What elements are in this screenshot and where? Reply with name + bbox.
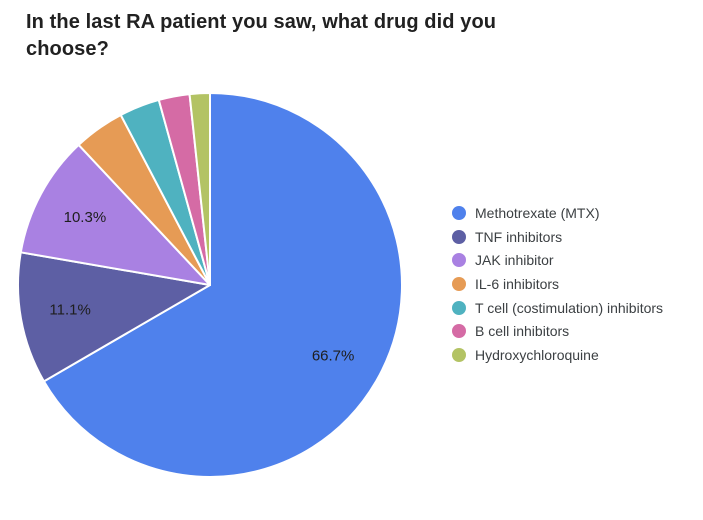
pie-slice-1	[42, 92, 403, 478]
legend-item-4: IL-6 inhibitors	[452, 272, 663, 296]
legend: Methotrexate (MTX) TNF inhibitors JAK inhi…	[452, 201, 663, 367]
legend-swatch-icon	[452, 253, 466, 268]
legend-swatch-icon	[452, 276, 466, 291]
legend-swatch-icon	[452, 205, 466, 220]
pie-slice-2	[16, 251, 211, 383]
legend-swatch-icon	[452, 300, 466, 315]
legend-item-5: T cell (costimulation) inhibitors	[452, 296, 663, 320]
slice-percent-label: 66.7%	[312, 347, 355, 364]
legend-swatch-icon	[452, 324, 466, 339]
legend-label: Hydroxychloroquine	[475, 346, 599, 363]
pie-slice-3	[19, 143, 211, 286]
legend-item-2: TNF inhibitors	[452, 225, 663, 249]
legend-label: T cell (costimulation) inhibitors	[475, 299, 664, 316]
slice-percent-label: 10.3%	[64, 209, 107, 226]
legend-item-7: Hydroxychloroquine	[452, 343, 663, 367]
chart-title: In the last RA patient you saw, what dru…	[26, 11, 497, 60]
legend-label: JAK inhibitor	[475, 252, 554, 269]
legend-label: TNF inhibitors	[475, 228, 563, 245]
legend-label: IL-6 inhibitors	[475, 275, 560, 292]
legend-label: B cell inhibitors	[475, 323, 570, 340]
slice-percent-label: 11.1%	[49, 302, 90, 319]
legend-item-1: Methotrexate (MTX)	[452, 201, 663, 225]
pie-chart: 66.7% 11.1% 10.3%	[16, 91, 403, 478]
legend-item-6: B cell inhibitors	[452, 319, 663, 343]
legend-swatch-icon	[452, 347, 466, 362]
legend-item-3: JAK inhibitor	[452, 248, 663, 272]
legend-label: Methotrexate (MTX)	[475, 204, 600, 221]
legend-swatch-icon	[452, 229, 466, 244]
pie-slice-7	[188, 91, 211, 286]
